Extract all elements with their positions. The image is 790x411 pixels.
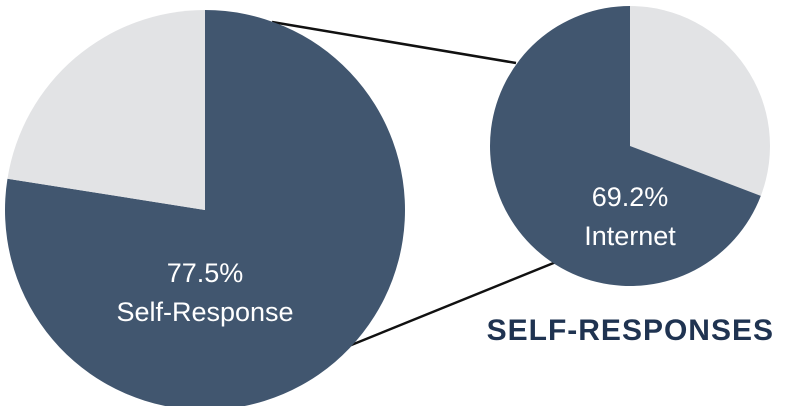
internet-value-label: 69.2% xyxy=(592,182,669,212)
self-response-slice-remainder xyxy=(7,10,206,210)
connector-lines xyxy=(271,20,557,354)
internet-category-label: Internet xyxy=(584,221,676,251)
internet-slice-primary xyxy=(490,6,761,286)
internet-pie xyxy=(490,6,770,286)
self-response-slice-primary xyxy=(5,10,405,410)
chart-title: SELF-RESPONSES xyxy=(487,314,774,347)
connector-line-top xyxy=(271,20,517,65)
connector-line-bottom xyxy=(333,260,557,354)
internet-slice-remainder xyxy=(630,6,770,196)
self-response-category-label: Self-Response xyxy=(116,297,293,327)
self-response-pie xyxy=(5,10,405,410)
self-response-value-label: 77.5% xyxy=(167,258,244,288)
